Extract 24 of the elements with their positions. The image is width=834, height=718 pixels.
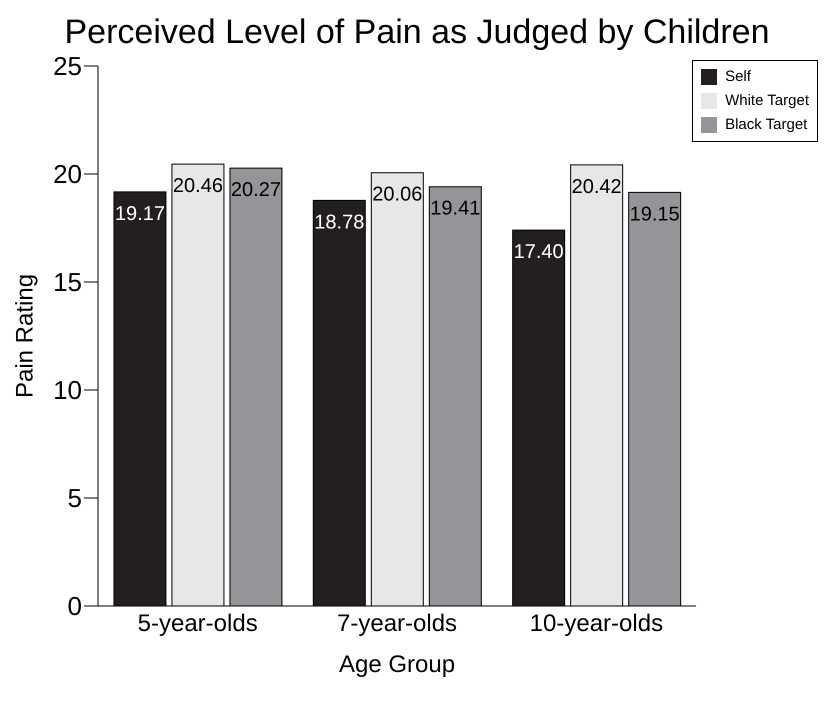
y-axis-title: Pain Rating	[12, 274, 39, 398]
y-tick-label: 0	[68, 591, 82, 622]
chart-title: Perceived Level of Pain as Judged by Children	[64, 13, 770, 51]
data-label: 19.17	[114, 202, 165, 225]
data-label: 18.78	[314, 211, 364, 234]
legend-label: Black Target	[724, 115, 808, 135]
y-tick-label: 10	[53, 375, 82, 406]
x-tick-label: 7-year-olds	[337, 610, 458, 638]
y-tick-label: 20	[53, 159, 82, 190]
y-tick-label: 15	[53, 267, 82, 298]
data-label: 20.06	[372, 184, 422, 206]
y-tick-label: 5	[68, 483, 82, 514]
data-label: 17.40	[514, 241, 564, 264]
x-tick-label: 10-year-olds	[530, 610, 664, 638]
x-axis-title: Age Group	[338, 651, 456, 678]
data-label: 19.15	[630, 203, 680, 226]
data-label: 19.41	[430, 198, 480, 220]
legend-label: White Target	[724, 91, 809, 111]
data-label: 20.46	[172, 175, 223, 198]
data-label: 20.27	[230, 179, 281, 202]
legend-label: Self	[724, 67, 752, 87]
data-label: 20.42	[572, 176, 622, 198]
y-tick-label: 25	[53, 51, 82, 82]
x-tick-label: 5-year-olds	[138, 610, 258, 638]
